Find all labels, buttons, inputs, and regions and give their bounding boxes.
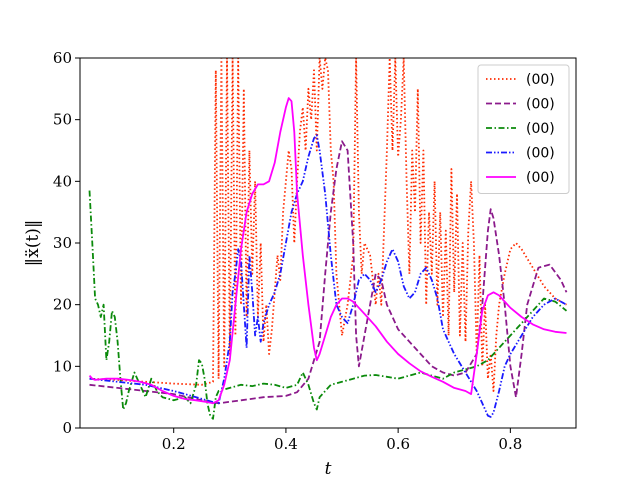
y-tick-label: 20 (53, 296, 72, 314)
x-tick-label: 0.8 (498, 435, 522, 453)
legend-label-4: (00) (526, 146, 555, 162)
y-axis-label: ‖ẍ(t)‖ (23, 220, 43, 267)
y-tick-label: 10 (53, 357, 72, 375)
series-line-5 (88, 97, 567, 405)
legend-box (477, 64, 570, 194)
x-tick-label: 0.2 (162, 435, 186, 453)
legend-label-1: (00) (526, 72, 555, 88)
legend-label-5: (00) (526, 170, 555, 186)
y-axis: 0 10 20 30 40 50 60 (53, 49, 80, 437)
y-tick-label: 30 (53, 234, 72, 252)
series-layer (88, 58, 568, 420)
x-axis: 0.2 0.4 0.6 0.8 (162, 428, 522, 453)
x-axis-label: t (325, 459, 332, 479)
legend-label-3: (00) (526, 121, 555, 137)
x-tick-label: 0.6 (386, 435, 410, 453)
y-tick-label: 50 (53, 111, 72, 129)
y-tick-label: 0 (62, 419, 72, 437)
y-tick-label: 60 (53, 49, 72, 67)
y-tick-label: 40 (53, 172, 72, 190)
legend: (00) (00) (00) (00) (00) (477, 64, 570, 194)
x-tick-label: 0.4 (274, 435, 298, 453)
legend-label-2: (00) (526, 97, 555, 113)
